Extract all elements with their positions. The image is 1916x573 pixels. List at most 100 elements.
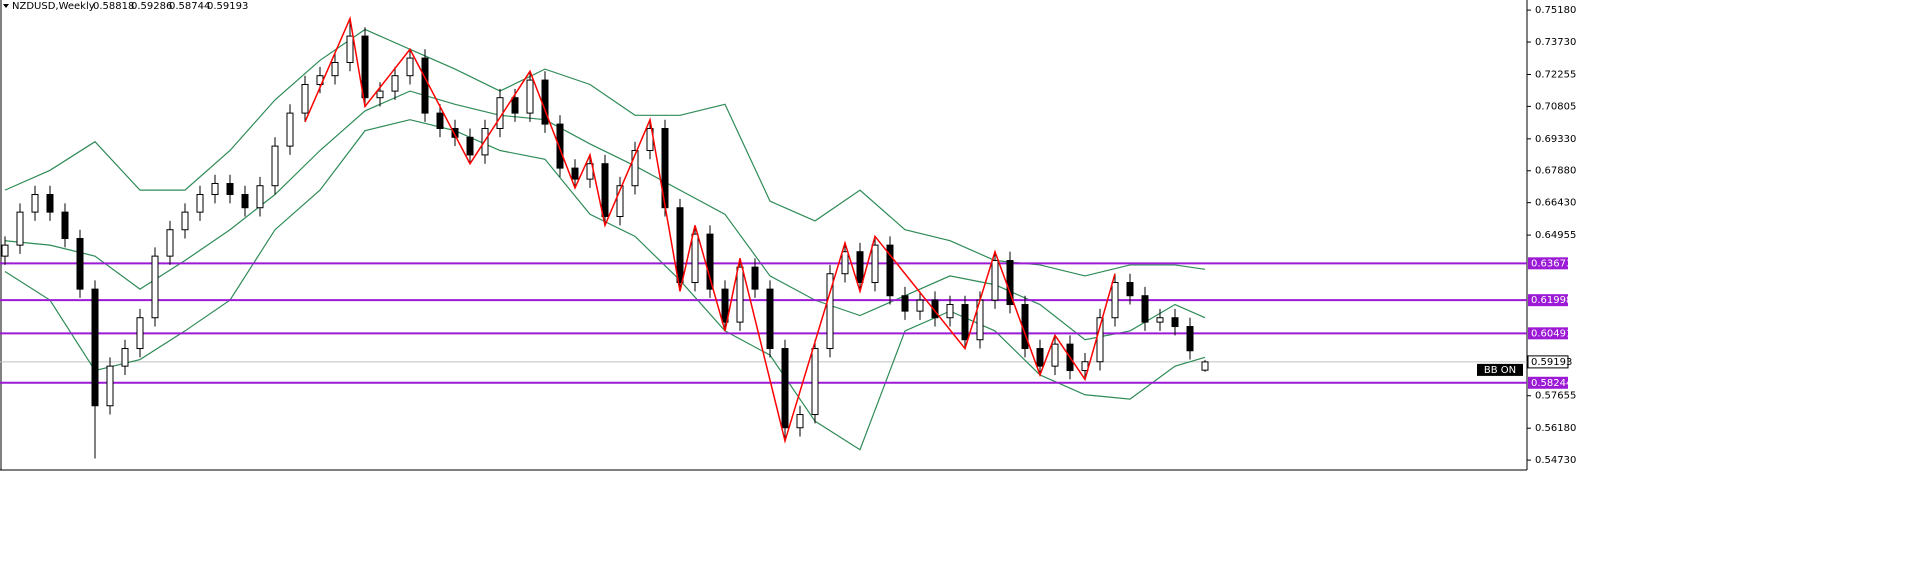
candle-body (871, 244, 879, 284)
collapse-icon (3, 4, 9, 8)
candle-body (1, 244, 9, 257)
zigzag (304, 15, 1116, 444)
candle-body (676, 207, 684, 284)
candle-body (766, 288, 774, 350)
candle-body (571, 167, 579, 180)
candle-body (841, 251, 849, 275)
candle-body (166, 229, 174, 257)
y-tick-label: 0.75180 (1535, 5, 1576, 16)
candle-body (226, 183, 234, 196)
candle-body (46, 194, 54, 213)
candle-body (1126, 282, 1134, 297)
candle-body (121, 348, 129, 367)
candle-body (916, 299, 924, 312)
candle-body (391, 75, 399, 92)
candle-body (76, 238, 84, 290)
current-price-label: 0.59193 (1531, 357, 1572, 368)
candle-body (331, 61, 339, 77)
candle-body (16, 211, 24, 246)
header-open: 0.58818 (93, 1, 134, 12)
y-tick-label: 0.66430 (1535, 198, 1576, 209)
candle-body (511, 97, 519, 114)
level-label: 0.60491 (1531, 328, 1572, 339)
y-tick-label: 0.54730 (1535, 455, 1576, 466)
candle-body (406, 57, 414, 77)
level-label-box (1528, 257, 1568, 270)
candle-body (601, 163, 609, 218)
bollinger-middle (4, 90, 1206, 341)
candle-body (136, 317, 144, 350)
candle-body (1111, 282, 1119, 319)
candle-body (856, 251, 864, 284)
candle-body (106, 365, 114, 407)
candle-body (616, 185, 624, 218)
y-tick-label: 0.70805 (1535, 101, 1576, 112)
candle-body (91, 288, 99, 407)
candle-body (1171, 317, 1179, 328)
header-high: 0.59286 (131, 1, 172, 12)
y-tick-label: 0.69330 (1535, 134, 1576, 145)
candle-body (301, 83, 309, 114)
candle-body (31, 194, 39, 213)
annotation-box (1477, 363, 1523, 376)
bollinger-lower (4, 119, 1206, 451)
candle-body (256, 185, 264, 209)
y-tick-label: 0.73730 (1535, 37, 1576, 48)
candle-body (346, 35, 354, 63)
candle-body (1036, 348, 1044, 367)
candle-body (811, 348, 819, 416)
candle-body (796, 414, 804, 429)
level-label-box (1528, 376, 1568, 389)
candle-body (751, 266, 759, 290)
candle-body (466, 136, 474, 156)
header-close: 0.59193 (207, 1, 248, 12)
candle-body (931, 299, 939, 319)
candle-body (736, 266, 744, 323)
y-tick-label: 0.64955 (1535, 230, 1576, 241)
candle-body (361, 35, 369, 99)
candle-body (901, 295, 909, 312)
candle-body (946, 304, 954, 319)
candle-body (631, 150, 639, 187)
y-tick-label: 0.72255 (1535, 69, 1576, 80)
candle-body (151, 255, 159, 319)
level-label-box (1528, 327, 1568, 340)
candle-body (691, 233, 699, 284)
candle-body (1156, 317, 1164, 323)
candle-body (706, 233, 714, 290)
header-low: 0.58744 (169, 1, 210, 12)
chart-title: NZDUSD,Weekly (12, 1, 95, 12)
candle-body (526, 79, 534, 114)
candle-body (271, 145, 279, 187)
candle-body (556, 123, 564, 169)
candle-body (436, 112, 444, 130)
candle-body (886, 244, 894, 297)
candle-body (1141, 295, 1149, 323)
annotation: BB ON (1484, 365, 1516, 376)
candle-body (61, 211, 69, 240)
candle-body (1186, 326, 1194, 352)
level-label: 0.58244 (1531, 378, 1572, 389)
candle-body (286, 112, 294, 147)
level-label-box (1528, 294, 1568, 307)
current-price-box (1527, 355, 1569, 369)
y-tick-label: 0.67880 (1535, 166, 1576, 177)
candle-body (1051, 343, 1059, 367)
candle-body (1201, 361, 1209, 371)
candle-body (451, 128, 459, 138)
level-label: 0.61998 (1531, 295, 1572, 306)
candle-body (781, 348, 789, 429)
candle-body (991, 260, 999, 301)
candle-body (721, 288, 729, 323)
candle-body (181, 211, 189, 231)
candle-body (961, 304, 969, 341)
y-tick-label: 0.56180 (1535, 423, 1576, 434)
y-tick-label: 0.57655 (1535, 391, 1576, 402)
level-label: 0.63673 (1531, 258, 1572, 269)
candle-body (376, 90, 384, 99)
candle-body (196, 194, 204, 213)
candle-body (826, 273, 834, 350)
candle-body (421, 57, 429, 114)
